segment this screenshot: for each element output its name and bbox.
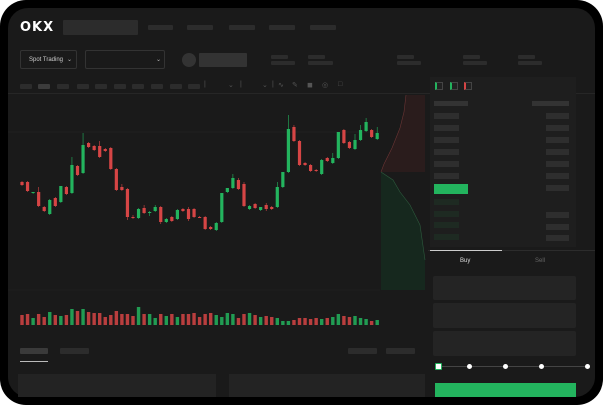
total-input[interactable] [433,331,576,356]
search-bar[interactable] [63,20,138,35]
tab-divider [428,250,595,251]
price-input[interactable] [433,276,576,300]
timeframe-button[interactable] [151,84,163,89]
bid-price [434,222,459,228]
active-tab-underline [430,250,502,251]
ask-price [434,125,459,131]
stat-label [271,55,288,59]
stat-value [397,61,421,65]
fullscreen-icon[interactable]: □ [338,81,343,88]
timeframe-button[interactable] [77,84,89,89]
tab-sell[interactable]: Sell [535,258,546,264]
okx-logo[interactable]: OKX [20,20,55,35]
ask-amount [546,173,569,179]
timeframe-button[interactable] [57,84,69,89]
slider-step-100[interactable] [585,364,590,369]
nav-item[interactable] [187,25,213,30]
bid-amount [546,235,569,241]
bid-amount [546,212,569,218]
nav-item[interactable] [310,25,336,30]
bid-amount [546,224,569,230]
ask-price [434,137,459,143]
orderbook-both-icon[interactable] [435,82,443,90]
chevron-down-icon: ⌄ [67,57,73,63]
market-select-label: Spot Trading [29,56,64,63]
last-price [434,184,468,194]
timeframe-button[interactable] [170,84,182,89]
amount-input[interactable] [433,303,576,328]
coin-icon [182,53,196,67]
slider-step-75[interactable] [539,364,544,369]
toolbar-divider-line [8,93,595,94]
bid-price [434,234,459,240]
chevron-down-icon[interactable]: ⌄ [228,82,234,89]
ask-price [434,113,459,119]
orders-panel [18,374,216,397]
filter-button[interactable] [386,348,415,354]
pair-select[interactable]: ⌄ [85,50,165,69]
nav-item[interactable] [148,25,173,30]
toolbar-divider: | [272,81,274,88]
draw-icon[interactable]: ✎ [292,82,298,89]
assets-panel [229,374,425,397]
active-tab-underline [20,361,48,362]
filter-button[interactable] [348,348,377,354]
timeframe-button[interactable] [188,84,200,89]
chevron-down-icon: ⌄ [156,57,162,63]
stat-label [518,55,535,59]
price-display [199,53,247,67]
stat-label [397,55,414,59]
indicator-icon[interactable]: ∿ [278,82,284,89]
stat-value [308,61,333,65]
settings-icon[interactable]: ◎ [322,82,329,89]
ask-amount [546,185,569,191]
ask-amount [546,113,569,119]
orderbook-bids-icon[interactable] [450,82,458,90]
camera-icon[interactable]: ◼ [307,82,313,89]
toolbar-divider: | [204,81,206,88]
stat-label [308,55,325,59]
ask-amount [546,161,569,167]
amount-slider-handle[interactable] [435,363,442,370]
chevron-down-icon[interactable]: ⌄ [262,82,268,89]
timeframe-button[interactable] [114,84,126,89]
stat-label [463,55,480,59]
slider-step-25[interactable] [467,364,472,369]
stat-value [463,61,487,65]
ask-amount [546,149,569,155]
stat-value [271,61,295,65]
tab-open-orders[interactable] [20,348,48,354]
orderbook-header-price [434,101,468,106]
market-select[interactable]: Spot Trading ⌄ [20,50,77,69]
ask-price [434,149,459,155]
tab-order-history[interactable] [60,348,89,354]
nav-item[interactable] [269,25,295,30]
stat-value [518,61,542,65]
nav-item[interactable] [229,25,255,30]
orderbook-header-amount [532,101,569,106]
toolbar-divider: | [240,81,242,88]
ask-price [434,161,459,167]
orderbook-asks-icon[interactable] [464,82,472,90]
ask-amount [546,125,569,131]
bid-price [434,199,459,205]
buy-button[interactable] [435,383,576,397]
tab-buy[interactable]: Buy [460,258,471,264]
timeframe-button[interactable] [20,84,32,89]
slider-step-50[interactable] [503,364,508,369]
bid-price [434,211,459,217]
timeframe-button[interactable] [132,84,144,89]
timeframe-button-active[interactable] [38,84,50,89]
amount-slider-track[interactable] [440,366,587,367]
ask-price [434,173,459,179]
timeframe-button[interactable] [95,84,107,89]
ask-amount [546,137,569,143]
